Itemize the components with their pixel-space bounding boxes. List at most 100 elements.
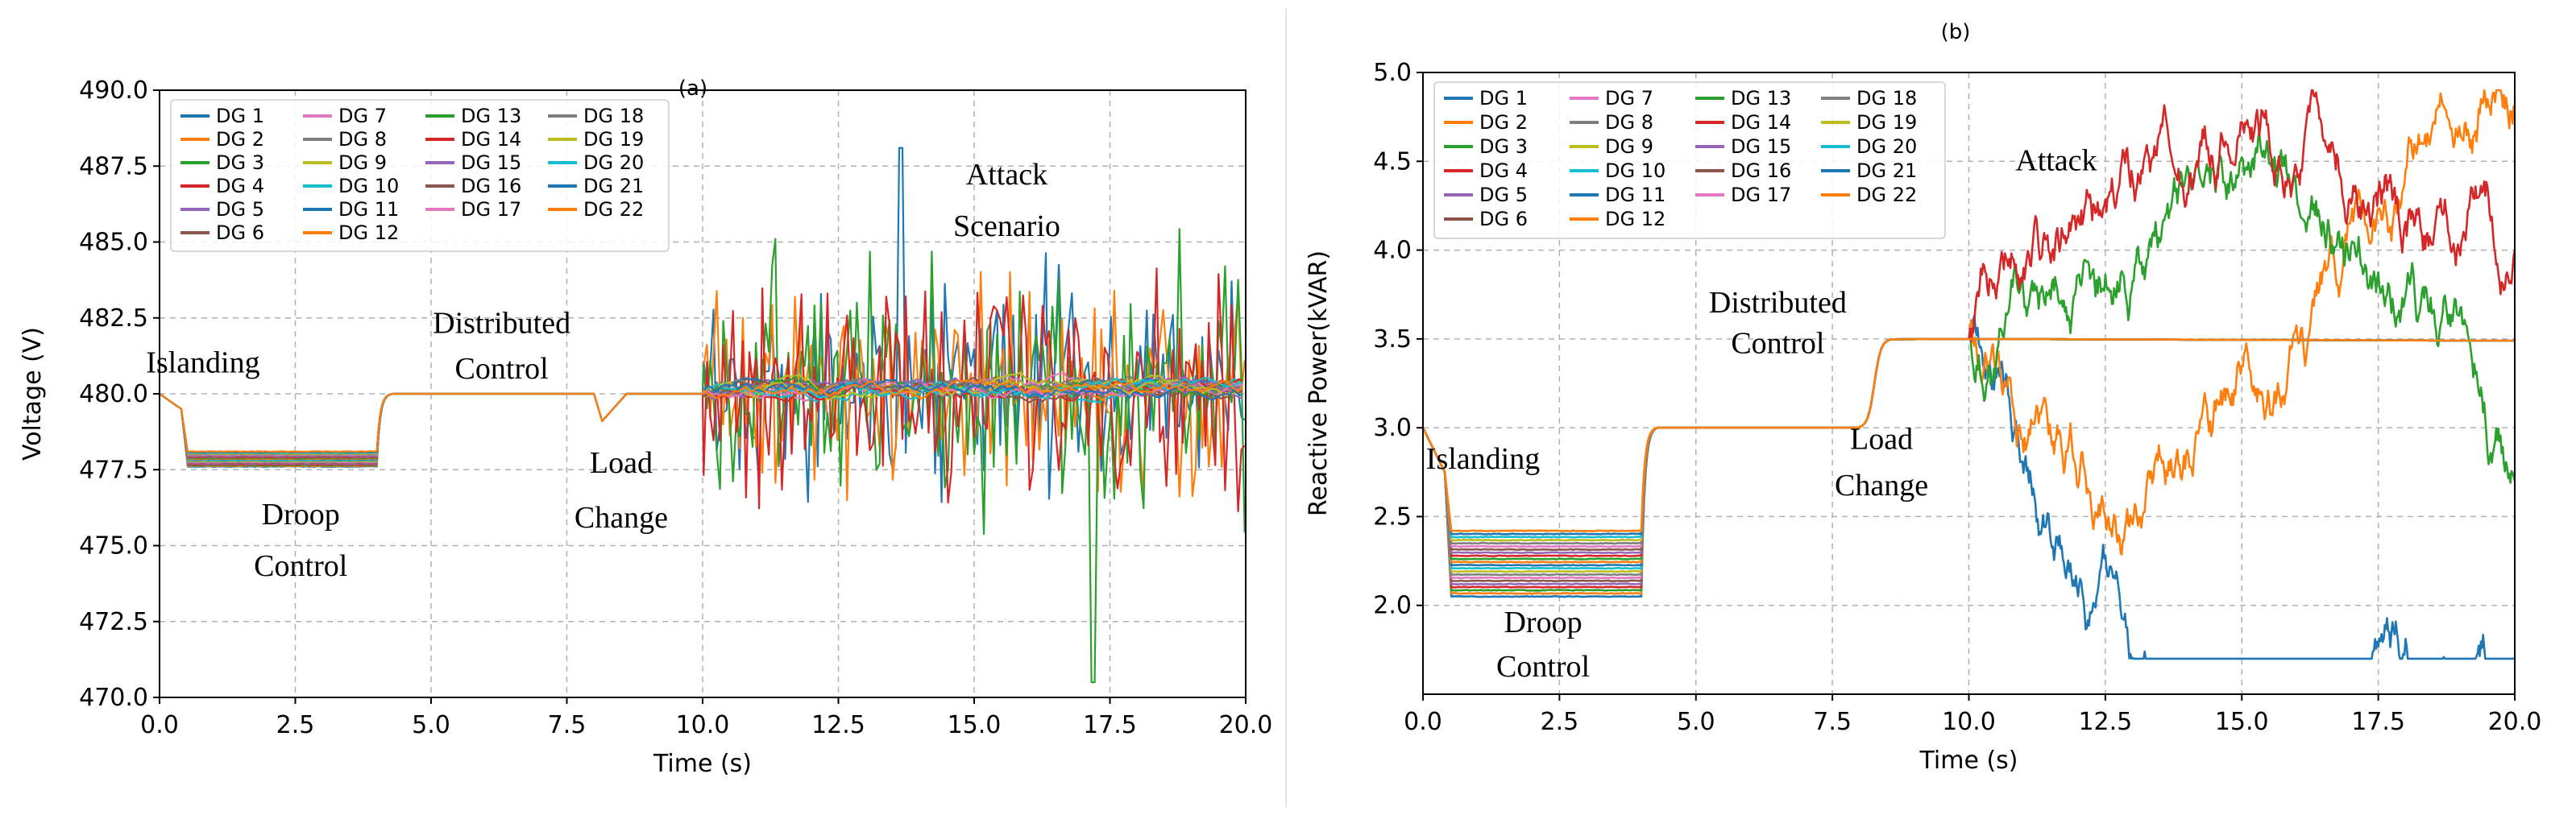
legend-label: DG 18 [583, 105, 644, 127]
annotation-text: Control [254, 549, 347, 583]
legend: DG 1DG 2DG 3DG 4DG 5DG 6DG 7DG 8DG 9DG 1… [170, 99, 670, 252]
legend-label: DG 19 [1856, 111, 1917, 134]
y-tick-label: 5.0 [1373, 59, 1412, 87]
annotation-text: Scenario [953, 209, 1060, 243]
x-tick-label: 0.0 [140, 711, 179, 739]
panel-b: (b) 0.0 2.5 5.0 7.5 10.0 12.5 15.0 17.5 20.0 2.0 2… [1305, 20, 2541, 775]
legend-label: DG 9 [338, 151, 387, 174]
y-tick-label: 482.5 [79, 304, 148, 333]
legend-entry: DG 18 [548, 105, 644, 127]
legend-label: DG 16 [1731, 159, 1791, 182]
legend-entry: DG 17 [425, 198, 521, 221]
series-line-dg4 [1421, 89, 2516, 589]
x-tick-label: 10.0 [676, 711, 730, 739]
legend-label: DG 1 [1479, 87, 1528, 110]
series-group [1421, 89, 2516, 660]
legend-label: DG 7 [1605, 87, 1653, 110]
legend-label: DG 5 [216, 198, 264, 221]
legend-entry: DG 14 [1695, 111, 1791, 134]
legend-entry: DG 12 [1570, 208, 1665, 230]
legend-label: DG 22 [583, 198, 644, 221]
x-tick-label: 15.0 [2215, 708, 2269, 736]
legend-label: DG 14 [1731, 111, 1791, 134]
legend-box [1433, 81, 1946, 239]
y-tick-label: 2.0 [1373, 592, 1412, 620]
annotation-text: Change [575, 501, 668, 535]
legend-label: DG 17 [1731, 184, 1791, 206]
legend-label: DG 7 [338, 105, 387, 127]
legend-label: DG 16 [461, 175, 521, 197]
legend-label: DG 8 [1605, 111, 1653, 134]
annotation-text: Control [1731, 327, 1824, 361]
legend-entry: DG 4 [1444, 159, 1528, 182]
legend-label: DG 12 [338, 221, 399, 244]
legend-entry: DG 20 [548, 151, 644, 174]
y-tick-label: 487.5 [79, 152, 148, 180]
legend-label: DG 14 [461, 128, 521, 151]
legend-label: DG 19 [583, 128, 644, 151]
legend-label: DG 15 [461, 151, 521, 174]
y-tick-label: 3.0 [1373, 414, 1412, 442]
legend-entry: DG 2 [1444, 111, 1528, 134]
legend-label: DG 13 [461, 105, 521, 127]
legend-entry: DG 3 [180, 151, 264, 174]
legend-entry: DG 1 [180, 105, 264, 127]
legend-entry: DG 9 [1570, 135, 1653, 158]
legend-entry: DG 21 [1821, 159, 1917, 182]
legend-entry: DG 11 [303, 198, 399, 221]
legend-entry: DG 19 [548, 128, 644, 151]
y-tick-label: 475.0 [79, 532, 148, 561]
legend-box [170, 99, 670, 252]
series-line-dg22 [159, 379, 1243, 453]
legend-entry: DG 19 [1821, 111, 1917, 134]
legend-entry: DG 22 [1821, 184, 1917, 206]
legend-label: DG 4 [1479, 159, 1528, 182]
legend-label: DG 11 [1605, 184, 1665, 206]
y-axis-label: Voltage (V) [19, 327, 47, 461]
y-tick-label: 490.0 [79, 77, 148, 105]
legend-entry: DG 9 [303, 151, 387, 174]
annotation-text: Distributed [1709, 286, 1847, 320]
legend-entry: DG 10 [1570, 159, 1665, 182]
legend-entry: DG 5 [1444, 184, 1528, 206]
x-tick-label: 12.5 [2078, 708, 2132, 736]
annotation-text: Attack [966, 158, 1047, 192]
annotation-text: Attack [2015, 143, 2097, 177]
legend-entry: DG 3 [1444, 135, 1528, 158]
panel-title-a: (a) [678, 77, 707, 101]
x-tick-label: 7.5 [1813, 708, 1852, 736]
legend-label: DG 18 [1856, 87, 1917, 110]
legend-entry: DG 17 [1695, 184, 1791, 206]
legend-entry: DG 8 [1570, 111, 1653, 134]
legend-entry: DG 21 [548, 175, 644, 197]
legend-label: DG 13 [1731, 87, 1791, 110]
legend-entry: DG 14 [425, 128, 521, 151]
legend-entry: DG 8 [303, 128, 387, 151]
legend-entry: DG 15 [425, 151, 521, 174]
x-tick-label: 5.0 [412, 711, 450, 739]
panel-a: (a) 0.0 2.5 5.0 7.5 10.0 12.5 15.0 17.5 20.0 470.… [19, 77, 1272, 778]
legend-label: DG 5 [1479, 184, 1528, 206]
legend-entry: DG 2 [180, 128, 264, 151]
annotation-text: Distributed [433, 307, 570, 341]
legend-label: DG 15 [1731, 135, 1791, 158]
y-tick-label: 480.0 [79, 380, 148, 408]
x-tick-label: 7.5 [548, 711, 587, 739]
legend-entry: DG 13 [425, 105, 521, 127]
annotation-text: Change [1835, 469, 1928, 503]
x-tick-label: 17.5 [2351, 708, 2405, 736]
annotation-text: Load [590, 446, 653, 480]
legend-entry: DG 6 [180, 221, 264, 244]
panel-title-b: (b) [1941, 20, 1971, 44]
legend-label: DG 8 [338, 128, 387, 151]
legend-entry: DG 10 [303, 175, 399, 197]
legend-entry: DG 18 [1821, 87, 1917, 110]
x-tick-label: 2.5 [1541, 708, 1579, 736]
x-axis-label: Time (s) [1919, 747, 2018, 775]
legend-label: DG 9 [1605, 135, 1653, 158]
annotation-text: Islanding [146, 346, 259, 380]
annotation-text: Control [455, 352, 549, 386]
legend-label: DG 21 [1856, 159, 1917, 182]
legend-label: DG 10 [338, 175, 399, 197]
y-tick-label: 485.0 [79, 229, 148, 257]
